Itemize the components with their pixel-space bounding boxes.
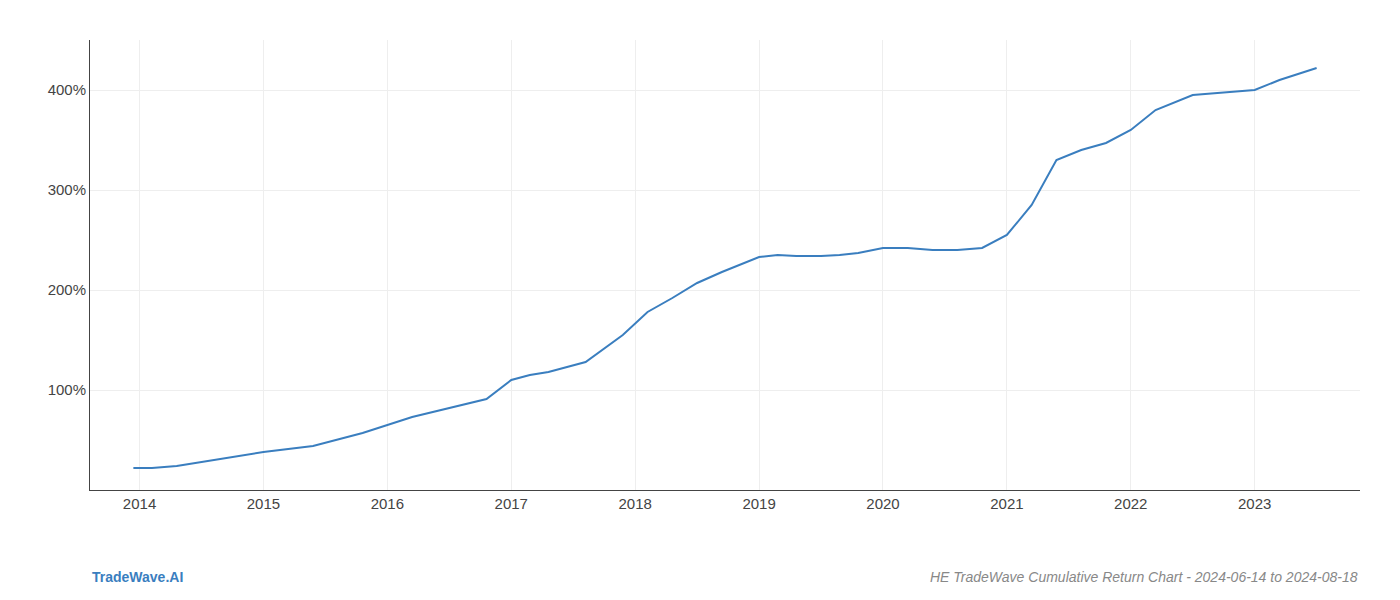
svg-text:2017: 2017: [495, 495, 528, 512]
svg-text:400%: 400%: [48, 81, 86, 98]
svg-text:100%: 100%: [48, 381, 86, 398]
svg-text:200%: 200%: [48, 281, 86, 298]
svg-text:2022: 2022: [1114, 495, 1147, 512]
svg-text:2021: 2021: [990, 495, 1023, 512]
svg-text:2014: 2014: [123, 495, 156, 512]
svg-text:2019: 2019: [742, 495, 775, 512]
svg-text:2015: 2015: [247, 495, 280, 512]
svg-text:2020: 2020: [866, 495, 899, 512]
svg-text:300%: 300%: [48, 181, 86, 198]
svg-text:2016: 2016: [371, 495, 404, 512]
svg-text:2023: 2023: [1238, 495, 1271, 512]
svg-text:HE TradeWave Cumulative Return: HE TradeWave Cumulative Return Chart - 2…: [930, 569, 1358, 585]
svg-text:TradeWave.AI: TradeWave.AI: [92, 569, 183, 585]
svg-text:2018: 2018: [618, 495, 651, 512]
